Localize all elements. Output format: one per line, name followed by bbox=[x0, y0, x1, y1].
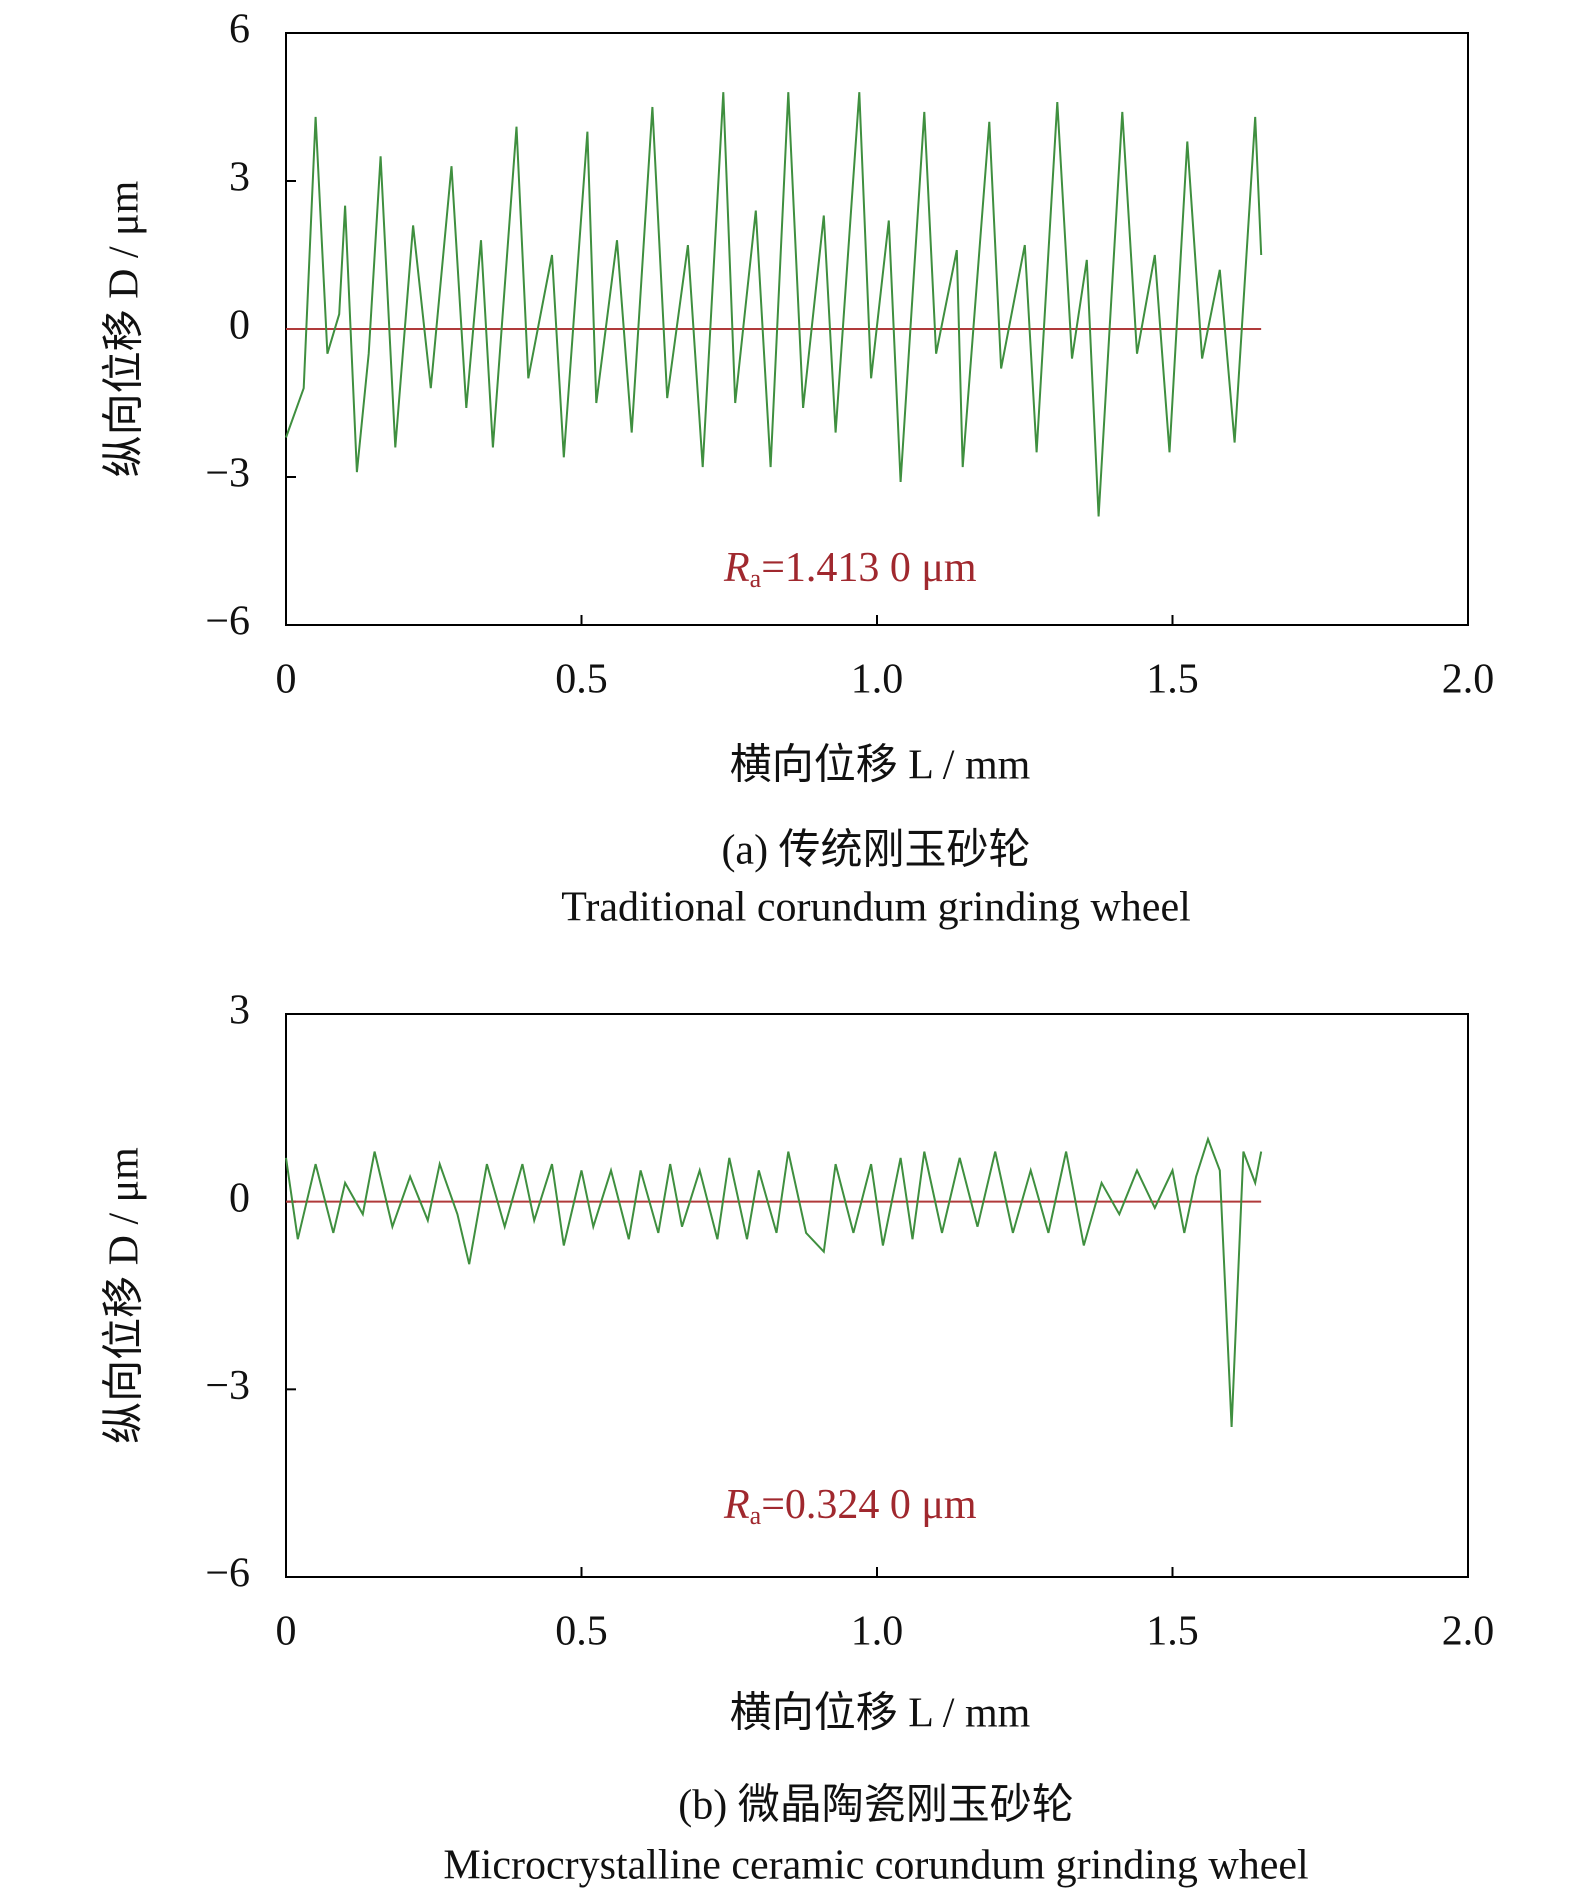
x-tick-label: 0 bbox=[276, 1609, 297, 1655]
y-tick-label: −3 bbox=[205, 451, 250, 497]
annotation-symbol: R bbox=[723, 545, 750, 591]
x-tick-label: 0.5 bbox=[555, 657, 608, 703]
y-axis-label: 纵向位移 D / μm bbox=[101, 1147, 148, 1444]
x-tick-label: 0 bbox=[276, 657, 297, 703]
x-axis-label: 横向位移 L / mm bbox=[730, 742, 1031, 789]
y-tick-label: 6 bbox=[229, 7, 250, 53]
y-tick-label: 0 bbox=[229, 303, 250, 349]
profile-line bbox=[285, 1136, 1263, 1427]
annotation-text: =1.413 0 μm bbox=[761, 545, 977, 591]
x-tick-label: 1.5 bbox=[1146, 657, 1199, 703]
annotation-subscript: a bbox=[750, 564, 762, 593]
x-tick-label: 1.0 bbox=[851, 1609, 904, 1655]
y-tick-label: 3 bbox=[229, 155, 250, 201]
x-tick-label: 2.0 bbox=[1442, 1609, 1495, 1655]
annotation: Ra=1.413 0 μm bbox=[723, 545, 977, 593]
x-axis-label: 横向位移 L / mm bbox=[730, 1690, 1031, 1737]
caption: (b) 微晶陶瓷刚玉砂轮 bbox=[678, 1783, 1073, 1829]
caption-en: Traditional corundum grinding wheel bbox=[561, 885, 1191, 931]
y-tick-label: −6 bbox=[205, 599, 250, 645]
caption: (a) 传统刚玉砂轮 bbox=[721, 828, 1030, 874]
y-tick-label: 3 bbox=[229, 988, 250, 1034]
x-tick-label: 1.5 bbox=[1146, 1609, 1199, 1655]
caption-en: Microcrystalline ceramic corundum grindi… bbox=[443, 1843, 1308, 1889]
annotation-text: =0.324 0 μm bbox=[761, 1482, 977, 1528]
x-tick-label: 0.5 bbox=[555, 1609, 608, 1655]
annotation: Ra=0.324 0 μm bbox=[723, 1482, 977, 1530]
profile-line bbox=[285, 92, 1263, 517]
x-tick-label: 1.0 bbox=[851, 657, 904, 703]
annotation-symbol: R bbox=[723, 1482, 750, 1528]
x-tick-label: 2.0 bbox=[1442, 657, 1495, 703]
annotation-subscript: a bbox=[750, 1501, 762, 1530]
y-axis-label: 纵向位移 D / μm bbox=[101, 180, 148, 477]
y-tick-label: 0 bbox=[229, 1175, 250, 1221]
y-tick-label: −6 bbox=[205, 1551, 250, 1597]
y-tick-label: −3 bbox=[205, 1363, 250, 1409]
